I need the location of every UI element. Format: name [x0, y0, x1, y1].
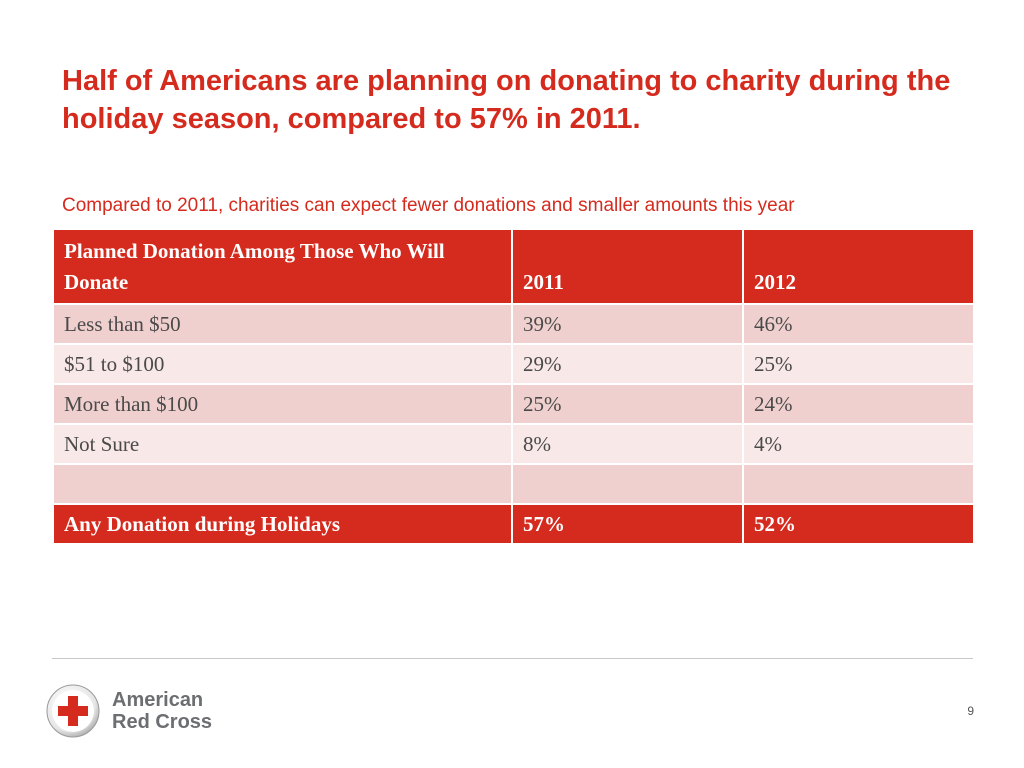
- logo-line-red-cross: Red Cross: [112, 711, 213, 733]
- total-2011: 57%: [511, 503, 744, 545]
- table-row: Not Sure 8% 4%: [52, 423, 975, 465]
- total-label: Any Donation during Holidays: [52, 503, 513, 545]
- row-label: Not Sure: [52, 423, 513, 465]
- value-2011: [511, 463, 744, 505]
- value-2011: 25%: [511, 383, 744, 425]
- footer-divider: [52, 658, 973, 659]
- row-label: [52, 463, 513, 505]
- table-header-row: Planned Donation Among Those Who Will Do…: [52, 228, 975, 305]
- logo-wordmark: American Red Cross: [112, 689, 272, 733]
- table-row-empty: [52, 463, 975, 505]
- logo-line-american: American: [112, 689, 204, 711]
- row-label: $51 to $100: [52, 343, 513, 385]
- slide-title: Half of Americans are planning on donati…: [62, 65, 951, 135]
- page-number: 9: [967, 704, 974, 718]
- row-label: More than $100: [52, 383, 513, 425]
- value-2012: 24%: [742, 383, 975, 425]
- header-2012: 2012: [742, 228, 975, 305]
- red-cross-icon: [46, 684, 100, 738]
- value-2011: 8%: [511, 423, 744, 465]
- table-row: Less than $50 39% 46%: [52, 303, 975, 345]
- table-row: $51 to $100 29% 25%: [52, 343, 975, 385]
- value-2012: 25%: [742, 343, 975, 385]
- table-total-row: Any Donation during Holidays 57% 52%: [52, 503, 975, 545]
- value-2012: 4%: [742, 423, 975, 465]
- total-2012: 52%: [742, 503, 975, 545]
- table-row: More than $100 25% 24%: [52, 383, 975, 425]
- header-2011: 2011: [511, 228, 744, 305]
- value-2012: 46%: [742, 303, 975, 345]
- value-2011: 29%: [511, 343, 744, 385]
- donation-table: Planned Donation Among Those Who Will Do…: [52, 228, 975, 545]
- slide-subtitle: Compared to 2011, charities can expect f…: [62, 195, 795, 216]
- row-label: Less than $50: [52, 303, 513, 345]
- header-planned-donation: Planned Donation Among Those Who Will Do…: [52, 228, 513, 305]
- value-2011: 39%: [511, 303, 744, 345]
- value-2012: [742, 463, 975, 505]
